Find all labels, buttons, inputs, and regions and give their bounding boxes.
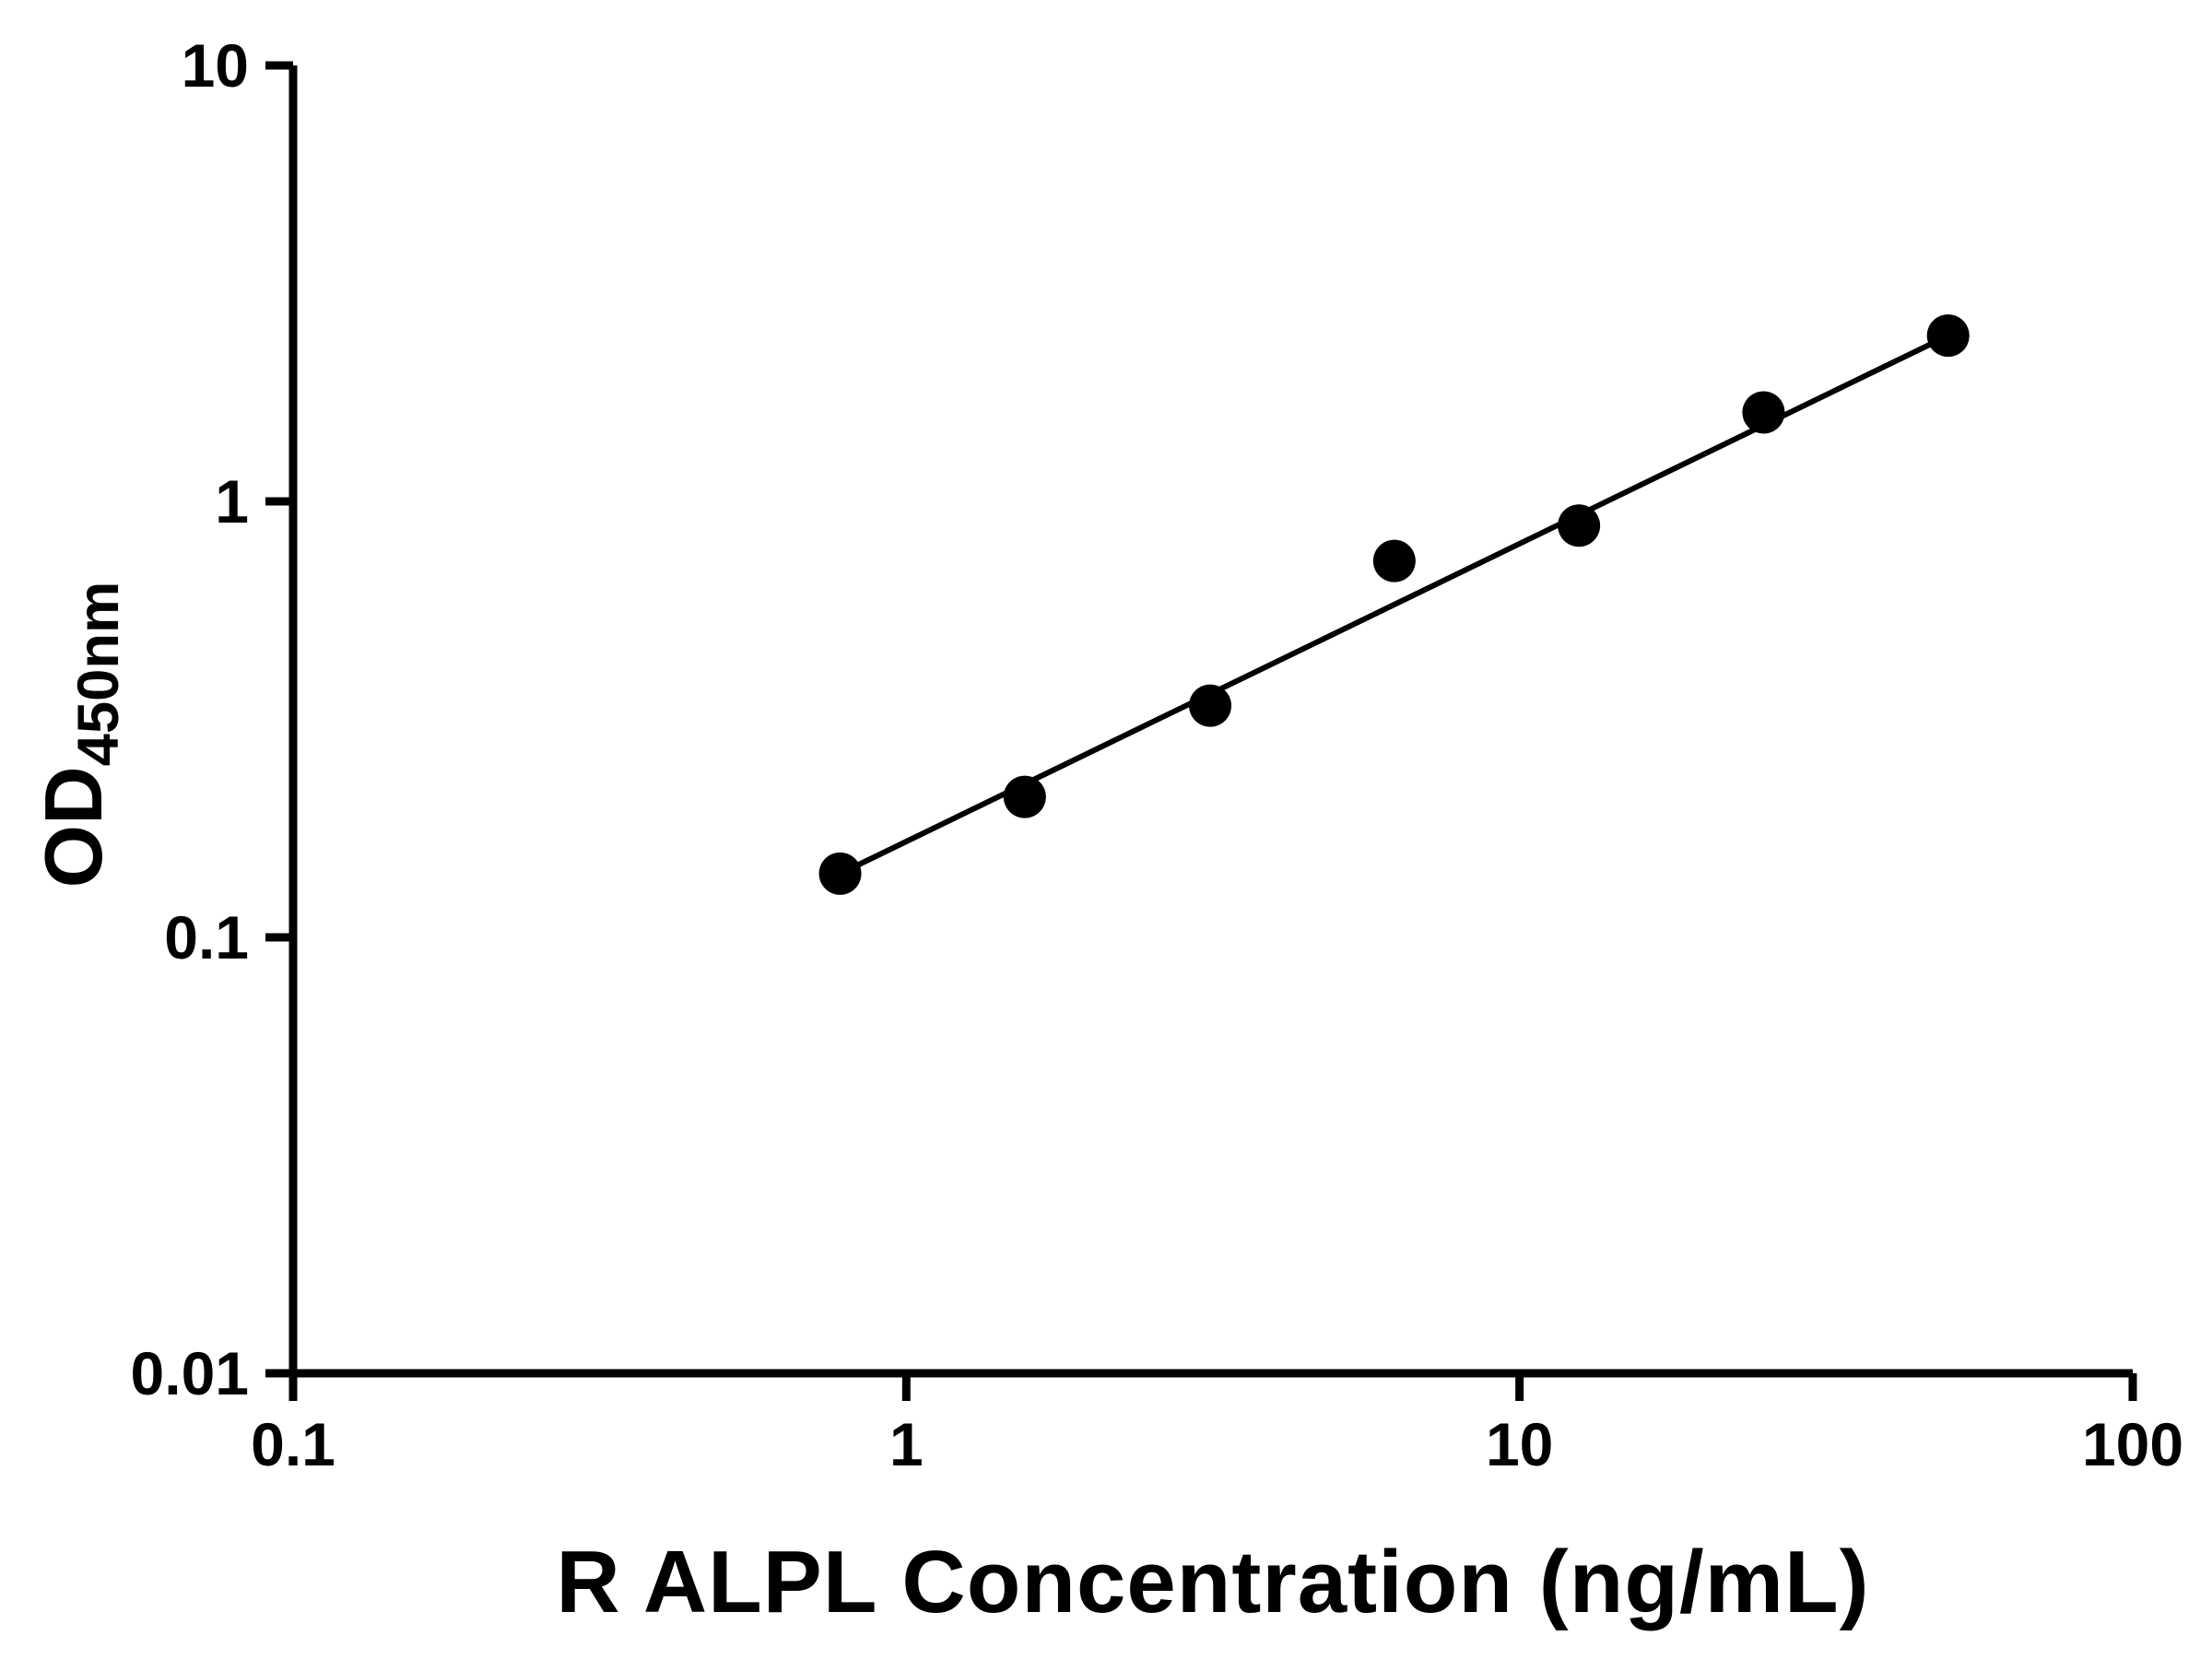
y-axis-title-main: OD: [28, 766, 120, 888]
x-tick-label: 1: [889, 1410, 924, 1478]
x-tick-label: 100: [2082, 1410, 2183, 1478]
y-tick-label: 0.1: [164, 903, 249, 971]
y-axis-title: OD450nm: [27, 582, 132, 888]
data-point: [1558, 504, 1601, 547]
data-point: [818, 852, 862, 895]
y-tick-label: 0.01: [131, 1339, 249, 1407]
x-axis-title: R ALPL Concentration (ng/mL): [556, 1533, 1870, 1631]
data-point: [1926, 314, 1970, 358]
x-tick-label: 10: [1486, 1410, 1553, 1478]
data-point: [1372, 539, 1416, 582]
x-tick-label: 0.1: [251, 1410, 335, 1478]
data-point: [1742, 391, 1785, 434]
data-point: [1189, 684, 1232, 727]
y-axis-title-subscript: 450nm: [65, 581, 131, 767]
y-tick-label: 1: [215, 467, 249, 535]
data-point: [1003, 775, 1046, 818]
y-tick-label: 10: [182, 31, 249, 100]
